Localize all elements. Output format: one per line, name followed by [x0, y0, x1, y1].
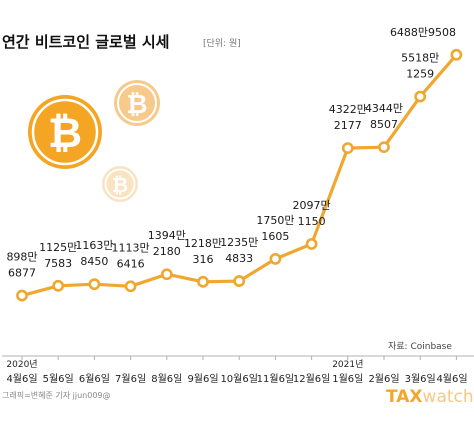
- x-tick-label: 4월6일: [6, 373, 37, 385]
- x-tick-label: 9월6일: [187, 373, 218, 385]
- data-label: 1113만: [112, 241, 150, 254]
- data-label: 4833: [225, 252, 253, 265]
- data-label: 2180: [153, 245, 181, 258]
- x-tick-label: 3월6일: [405, 373, 436, 385]
- x-tick-label: 2월6일: [368, 373, 399, 385]
- data-label: 1235만: [220, 236, 258, 249]
- data-label: 7583: [44, 257, 72, 270]
- bitcoin-coin-icon: ₿: [28, 95, 102, 169]
- data-label: 898만: [6, 251, 37, 264]
- svg-text:₿: ₿: [48, 108, 82, 157]
- credit-note: 그래픽=변혜준 기자 jjun009@: [2, 390, 111, 400]
- data-label: 1163만: [75, 239, 113, 252]
- x-tick-label: 8월6일: [151, 373, 182, 385]
- data-label: 1218만: [184, 237, 222, 250]
- data-label: 4344만: [365, 102, 403, 115]
- brand-logo: TAXwatch: [386, 387, 474, 407]
- x-tick-label: 6월6일: [79, 373, 110, 385]
- chart-title: 연간 비트코인 글로벌 시세: [2, 33, 169, 51]
- x-tick-label: 12월6일: [293, 373, 331, 385]
- data-label: 8507: [370, 118, 398, 131]
- data-point: [88, 278, 101, 291]
- unit-note: [단위: 원]: [203, 38, 241, 49]
- data-label: 4322만: [329, 103, 367, 116]
- data-label: 6488만9508: [390, 26, 456, 39]
- data-label: 1150: [298, 215, 326, 228]
- brand-tax: TAX: [386, 387, 423, 407]
- svg-text:₿: ₿: [126, 90, 147, 120]
- data-point: [233, 275, 246, 287]
- bitcoin-coin-icon: ₿: [114, 80, 160, 126]
- data-point: [450, 48, 463, 61]
- data-label: 1259: [406, 68, 434, 81]
- data-point: [52, 279, 65, 292]
- data-label: 1750만: [256, 214, 294, 227]
- data-label: 6877: [8, 267, 36, 280]
- data-label: 2177: [334, 119, 362, 132]
- data-label: 6416: [117, 257, 145, 270]
- data-label: 316: [193, 253, 214, 266]
- data-label: 1125만: [39, 241, 77, 254]
- x-tick-label: 5월6일: [43, 373, 74, 385]
- x-tick-label: 11월6일: [257, 373, 295, 385]
- data-label: 2097만: [293, 199, 331, 212]
- data-point: [124, 280, 137, 293]
- data-label: 1394만: [148, 229, 186, 242]
- data-point: [16, 289, 28, 302]
- x-tick-label: 10월6일: [220, 373, 258, 385]
- data-point: [378, 141, 390, 154]
- data-point: [305, 238, 318, 250]
- x-tick-label: 7월6일: [115, 373, 146, 385]
- brand-watch: watch: [423, 387, 474, 407]
- svg-text:₿: ₿: [112, 173, 128, 197]
- data-point: [269, 253, 282, 265]
- data-point: [160, 268, 173, 281]
- data-point: [341, 142, 354, 155]
- year-label: 2020년: [6, 359, 37, 370]
- bitcoin-coin-icon: ₿: [102, 166, 138, 202]
- x-tick-label: 4월6일: [436, 373, 467, 385]
- data-point: [414, 90, 427, 103]
- source-note: 자료: Coinbase: [388, 341, 452, 352]
- data-label: 1605: [261, 230, 289, 243]
- data-point: [197, 275, 209, 288]
- data-label: 5518만: [401, 52, 439, 65]
- x-tick-label: 1월6일: [332, 373, 363, 385]
- year-label: 2021년: [332, 359, 363, 370]
- data-label: 8450: [80, 255, 108, 268]
